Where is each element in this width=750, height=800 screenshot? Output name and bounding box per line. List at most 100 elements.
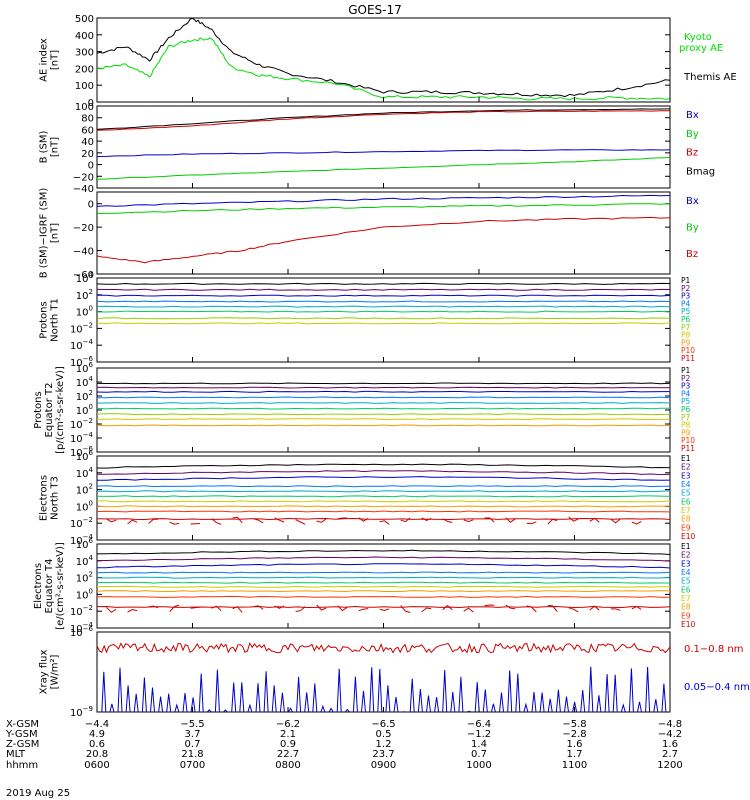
channel-line — [96, 576, 671, 579]
xray-short-trace — [125, 685, 131, 713]
x-tick-label: −1.2 — [467, 729, 491, 740]
channel-line — [96, 386, 671, 389]
x-tick-label: −4.2 — [658, 729, 682, 740]
xray-short-trace — [474, 682, 480, 713]
channel-label: P6 — [681, 405, 691, 414]
channel-line — [96, 585, 670, 588]
y-tick-label: 400 — [75, 31, 94, 42]
channel-line — [169, 521, 180, 525]
channel-line — [463, 607, 474, 613]
channel-line — [169, 604, 180, 613]
channel-label: E2 — [681, 551, 691, 560]
channel-line — [547, 604, 558, 612]
xray-short-trace — [288, 707, 293, 713]
channel-line — [274, 517, 285, 523]
x-tick-label: 20.8 — [86, 749, 108, 760]
channel-line — [589, 605, 600, 611]
x-tick-label: 0800 — [275, 760, 300, 771]
xray-short-trace — [628, 668, 634, 713]
channel-line — [316, 518, 327, 523]
y-tick-label: 10−4 — [70, 431, 94, 445]
x-tick-label: 4.9 — [89, 729, 105, 740]
y-tick-label: 10−6 — [70, 625, 94, 639]
y-tick-label: 100 — [75, 81, 94, 92]
x-row-label: MLT — [6, 749, 26, 760]
channel-label: P11 — [681, 444, 695, 453]
channel-label: P8 — [681, 421, 691, 430]
channel-label: P2 — [681, 284, 691, 293]
channel-line — [96, 505, 671, 508]
xray-short-trace — [547, 698, 553, 713]
channel-line — [631, 520, 642, 525]
channel-line — [96, 476, 671, 481]
channel-line — [568, 607, 579, 613]
channel-label: P7 — [681, 413, 691, 422]
y-axis-label: [nT] — [50, 223, 61, 243]
channel-label: P1 — [681, 276, 691, 285]
panel-bigrf: −60 −40 −20 0 B (SM)−IGRF (SM) [nT] Bx By Bz — [39, 188, 699, 281]
y-tick-label: 106 — [76, 361, 94, 375]
channel-line — [96, 605, 671, 609]
legend-entry: Bmag — [686, 167, 715, 178]
x-tick-label: 1.6 — [662, 739, 678, 750]
xray-short-trace — [515, 673, 521, 713]
channel-line — [96, 282, 671, 285]
legend-entry: Bx — [686, 196, 699, 207]
channel-label: P4 — [681, 389, 691, 398]
xray-short-trace — [101, 671, 107, 713]
channel-line — [96, 463, 671, 469]
legend-entry: By — [686, 222, 699, 233]
panel-frame — [96, 17, 671, 103]
legend-entry: Bx — [686, 110, 699, 121]
y-tick-label: 100 — [76, 587, 93, 601]
x-row-label: hhmm — [6, 760, 38, 771]
channel-line — [463, 519, 474, 523]
xray-short-trace — [499, 692, 504, 713]
y-axis-label: Xray flux — [39, 650, 50, 695]
x-tick-label: 0900 — [371, 760, 396, 771]
xray-short-trace — [369, 667, 375, 713]
x-tick-label: −2.8 — [562, 729, 586, 740]
y-axis-label: North T1 — [50, 298, 61, 342]
xray-short-trace — [417, 689, 423, 713]
channel-label: E7 — [681, 506, 691, 515]
channel-label: E1 — [681, 454, 691, 463]
channel-line — [127, 608, 138, 613]
x-tick-label: 3.7 — [185, 729, 201, 740]
y-tick-label: 300 — [75, 48, 94, 59]
y-tick-label: 106 — [76, 537, 94, 551]
channel-line — [96, 317, 671, 320]
channel-line — [190, 606, 201, 609]
channel-line — [97, 294, 671, 297]
channel-line — [96, 571, 671, 574]
channel-line — [96, 485, 670, 488]
channel-line — [610, 608, 621, 611]
xray-long-trace — [96, 642, 671, 654]
xray-short-trace — [166, 693, 172, 713]
xray-short-trace — [304, 692, 310, 713]
channel-line — [526, 605, 537, 613]
channel-line — [106, 518, 117, 523]
xray-short-trace — [490, 703, 496, 713]
series-line — [96, 108, 671, 130]
y-tick-label: 0 — [88, 161, 94, 172]
y-axis-label: [p/(cm²-s-sr-keV)] — [55, 366, 66, 454]
x-tick-label: −5.8 — [562, 719, 586, 730]
channel-line — [96, 390, 670, 393]
y-tick-label: 100 — [76, 499, 93, 513]
channel-label: E10 — [681, 620, 696, 629]
y-tick-label: −40 — [73, 247, 94, 258]
channel-label: E1 — [681, 542, 691, 551]
y-tick-label: 104 — [76, 375, 94, 389]
y-tick-label: 10−2 — [70, 417, 93, 431]
series-line — [96, 157, 671, 180]
y-axis-label: B (SM)−IGRF (SM) — [39, 188, 50, 279]
xray-short-trace — [109, 703, 115, 713]
xray-short-trace — [637, 701, 642, 713]
channel-line — [589, 517, 600, 523]
